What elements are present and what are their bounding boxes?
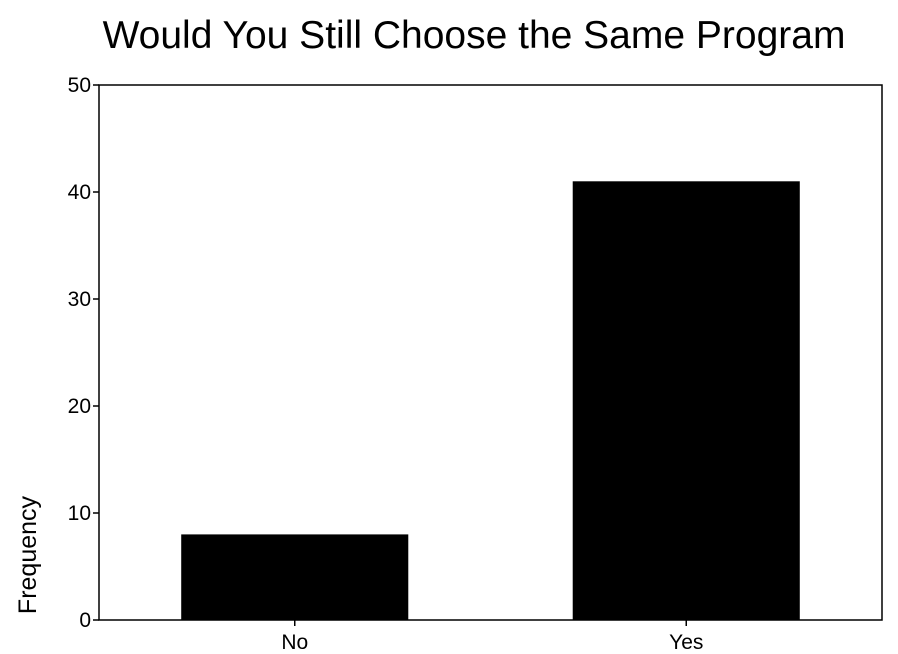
- y-axis-title: Frequency: [14, 495, 42, 614]
- x-axis: No Yes: [281, 620, 703, 654]
- bars: [181, 181, 800, 621]
- y-tick-label: 40: [68, 181, 91, 204]
- chart-title: Would You Still Choose the Same Program: [102, 14, 846, 57]
- y-axis: 0 10 20 30 40 50: [68, 74, 99, 632]
- x-tick-label-no: No: [281, 631, 308, 654]
- x-tick-label-yes: Yes: [669, 631, 703, 654]
- y-tick-label: 30: [68, 288, 91, 311]
- plot-frame: [98, 84, 883, 621]
- bar-yes: [572, 181, 800, 621]
- y-tick-label: 50: [68, 74, 91, 97]
- y-tick-label: 20: [68, 395, 91, 418]
- y-tick-label: 10: [68, 502, 91, 525]
- y-tick-label: 0: [79, 609, 91, 632]
- bar-no: [181, 534, 409, 620]
